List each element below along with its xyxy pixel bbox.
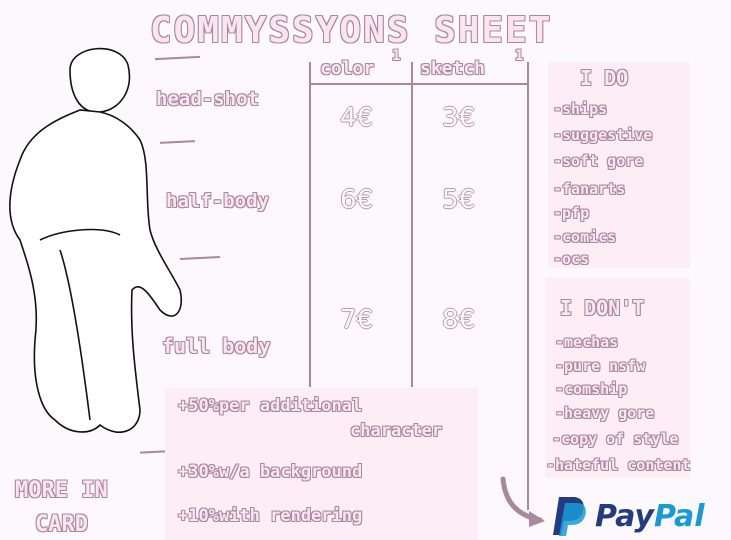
i-dont-panel xyxy=(545,278,690,478)
list-item: -hateful content xyxy=(546,456,691,474)
list-item: -pure nsfw xyxy=(555,357,646,375)
page-title: COMMYSSYONS SHEET xyxy=(150,10,553,51)
paypal-text-pal: Pal xyxy=(653,498,705,534)
paypal-text-pay: Pay xyxy=(595,498,654,534)
list-item: -soft gore xyxy=(553,152,644,170)
extra-additional-character-cont: character xyxy=(350,421,443,441)
i-dont-title: I DON'T xyxy=(560,296,645,320)
price-head-color: 4€ xyxy=(340,103,374,133)
table-line xyxy=(309,83,527,85)
price-half-sketch: 5€ xyxy=(442,185,476,215)
list-item: -ships xyxy=(553,100,608,118)
table-line xyxy=(527,62,529,510)
extra-rendering: +10%with rendering xyxy=(178,506,363,526)
i-do-panel xyxy=(548,62,690,268)
extra-background: +30%w/a background xyxy=(178,462,363,482)
table-line xyxy=(411,62,413,387)
list-item: -heavy gore xyxy=(555,404,655,422)
extras-panel xyxy=(165,388,478,540)
price-full-color: 7€ xyxy=(340,305,374,335)
more-in-card-line2: CARD xyxy=(35,512,88,537)
price-head-sketch: 3€ xyxy=(442,103,476,133)
list-item: -pfp xyxy=(553,204,590,222)
figure-outline-drawing xyxy=(9,47,182,434)
row-label-full-body: full body xyxy=(162,334,271,358)
price-full-sketch: 8€ xyxy=(442,305,476,335)
arrow-icon xyxy=(500,476,545,527)
row-label-half-body: half-body xyxy=(166,190,269,212)
i-do-title: I DO xyxy=(580,66,629,90)
row-label-head-shot: head-shot xyxy=(156,88,259,110)
paypal-logo[interactable]: Pay Pal xyxy=(553,495,705,537)
table-line xyxy=(309,62,311,387)
list-item: -ocs xyxy=(553,250,590,268)
list-item: -comship xyxy=(555,380,628,398)
list-item: -suggestive xyxy=(553,126,653,144)
list-item: -fanarts xyxy=(553,180,626,198)
extra-additional-character: +50%per additional xyxy=(178,396,363,416)
paypal-p-icon xyxy=(553,497,586,536)
list-item: -copy of style xyxy=(552,430,679,448)
list-item: -mechas xyxy=(555,333,619,351)
list-item: -comics xyxy=(553,228,617,246)
more-in-card-line1: MORE IN xyxy=(15,478,108,503)
price-half-color: 6€ xyxy=(340,185,374,215)
